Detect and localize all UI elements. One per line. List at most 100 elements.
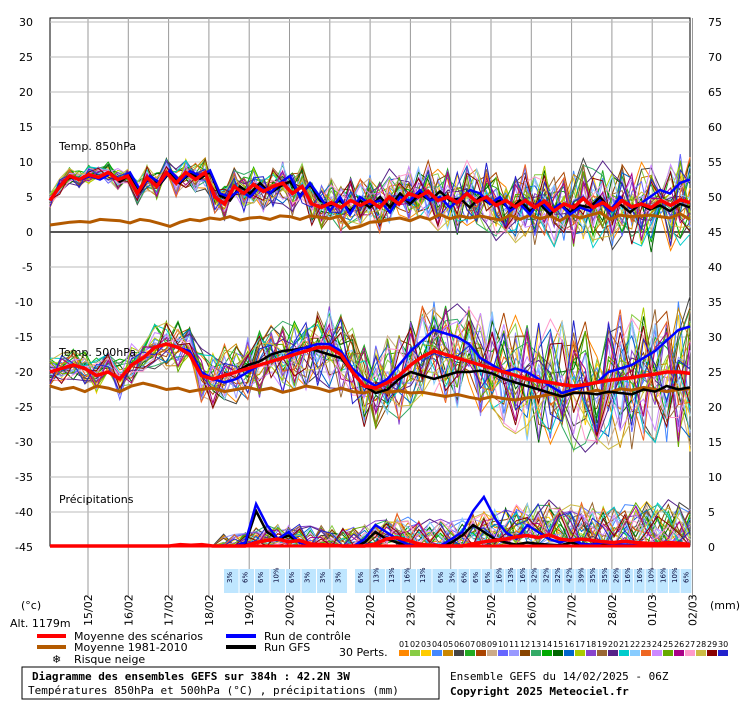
snow-cell bbox=[301, 569, 316, 593]
pert-number: 12 bbox=[520, 640, 530, 649]
altitude-label: Alt. 1179m bbox=[10, 617, 71, 630]
pert-number: 08 bbox=[476, 640, 486, 649]
series-0-t850 bbox=[48, 169, 691, 214]
date-label: 19/02 bbox=[243, 594, 256, 626]
snow-cell bbox=[458, 569, 470, 593]
pert-30-t500 bbox=[49, 317, 691, 433]
left-tick-label: 25 bbox=[19, 51, 33, 64]
left-unit: (°c) bbox=[21, 599, 41, 612]
left-tick-label: -35 bbox=[15, 471, 33, 484]
pert-number: 14 bbox=[542, 640, 552, 649]
snow-cell bbox=[516, 569, 528, 593]
snow-cell bbox=[563, 569, 575, 593]
series-2-t850 bbox=[48, 168, 691, 218]
snow-cell bbox=[505, 569, 516, 593]
date-label: 26/02 bbox=[525, 594, 538, 626]
right-tick-label: 75 bbox=[708, 16, 722, 29]
snow-pct: 6% bbox=[484, 572, 492, 583]
legend-label-climate: Moyenne 1981-2010 bbox=[74, 641, 188, 654]
snow-pct: 13% bbox=[373, 567, 381, 583]
pert-swatch bbox=[564, 650, 574, 656]
pert-swatch bbox=[432, 650, 442, 656]
left-tick-label: -30 bbox=[15, 436, 33, 449]
snow-cell bbox=[645, 569, 657, 593]
right-tick-label: 15 bbox=[708, 436, 722, 449]
snow-pct: 16% bbox=[659, 567, 667, 583]
snow-cell bbox=[552, 569, 563, 593]
snow-cell bbox=[481, 569, 493, 593]
left-tick-label: 30 bbox=[19, 16, 33, 29]
snow-cell bbox=[633, 569, 645, 593]
pert-swatch bbox=[443, 650, 453, 656]
left-tick-label: 5 bbox=[26, 191, 33, 204]
left-tick-label: -40 bbox=[15, 506, 33, 519]
pert-swatch bbox=[421, 650, 431, 656]
pert-swatch bbox=[674, 650, 684, 656]
snow-cell bbox=[270, 569, 285, 593]
left-tick-label: 15 bbox=[19, 121, 33, 134]
pert-swatch bbox=[619, 650, 629, 656]
pert-swatch bbox=[575, 650, 585, 656]
pert-number: 29 bbox=[707, 640, 717, 649]
snow-pct: 6% bbox=[288, 572, 296, 583]
snow-cell bbox=[598, 569, 610, 593]
pert-number: 05 bbox=[443, 640, 453, 649]
snow-pct: 26% bbox=[613, 567, 621, 583]
right-tick-label: 10 bbox=[708, 471, 722, 484]
pert-number: 20 bbox=[608, 640, 618, 649]
right-tick-label: 50 bbox=[708, 191, 722, 204]
date-label: 15/02 bbox=[82, 594, 95, 626]
snow-pct: 3% bbox=[319, 572, 327, 583]
snow-pct: 3% bbox=[304, 572, 312, 583]
pert-21-t500 bbox=[49, 324, 691, 444]
date-label: 20/02 bbox=[284, 594, 297, 626]
pert-number: 30 bbox=[718, 640, 728, 649]
date-label: 22/02 bbox=[364, 594, 377, 626]
pert-number: 19 bbox=[597, 640, 607, 649]
date-label: 21/02 bbox=[324, 594, 337, 626]
snow-pct: 16% bbox=[636, 567, 644, 583]
pert-swatch bbox=[608, 650, 618, 656]
legend-label-perts: 30 Perts. bbox=[339, 646, 388, 659]
footer-subtitle: Températures 850hPa et 500hPa (°C) , pré… bbox=[28, 684, 399, 697]
date-label: 23/02 bbox=[404, 594, 417, 626]
footer-ensemble: Ensemble GEFS du 14/02/2025 - 06Z bbox=[450, 670, 669, 683]
pert-swatch bbox=[586, 650, 596, 656]
pert-number: 03 bbox=[421, 640, 431, 649]
snow-cell bbox=[493, 569, 505, 593]
snow-cell bbox=[669, 569, 680, 593]
pert-number: 28 bbox=[696, 640, 706, 649]
legend-label-mean: Moyenne des scénarios bbox=[74, 630, 203, 643]
pert-swatch bbox=[718, 650, 728, 656]
pert-swatch bbox=[630, 650, 640, 656]
snow-cell bbox=[470, 569, 481, 593]
snow-pct: 13% bbox=[419, 567, 427, 583]
right-tick-label: 70 bbox=[708, 51, 722, 64]
pert-number: 24 bbox=[652, 640, 662, 649]
pert-28-t500 bbox=[49, 322, 691, 450]
pert-swatch bbox=[542, 650, 552, 656]
pert-swatch bbox=[652, 650, 662, 656]
pert-swatch bbox=[520, 650, 530, 656]
pert-swatch bbox=[509, 650, 519, 656]
footer-title: Diagramme des ensembles GEFS sur 384h : … bbox=[32, 670, 350, 683]
snow-cell bbox=[255, 569, 270, 593]
pert-swatch bbox=[597, 650, 607, 656]
pert-number: 16 bbox=[564, 640, 574, 649]
pert-number: 15 bbox=[553, 640, 563, 649]
pert-swatch bbox=[663, 650, 673, 656]
date-label: 17/02 bbox=[163, 594, 176, 626]
left-tick-label: -15 bbox=[15, 331, 33, 344]
snow-pct: 16% bbox=[496, 567, 504, 583]
left-tick-label: 0 bbox=[26, 226, 33, 239]
t850-label: Temp. 850hPa bbox=[58, 140, 136, 153]
right-tick-label: 65 bbox=[708, 86, 722, 99]
snow-cell bbox=[355, 569, 370, 593]
pert-number: 27 bbox=[685, 640, 695, 649]
snow-cell bbox=[540, 569, 551, 593]
snow-pct: 10% bbox=[648, 567, 656, 583]
snow-cell bbox=[401, 569, 416, 593]
pert-number: 23 bbox=[641, 640, 651, 649]
right-tick-label: 40 bbox=[708, 261, 722, 274]
snow-pct: 6% bbox=[460, 572, 468, 583]
